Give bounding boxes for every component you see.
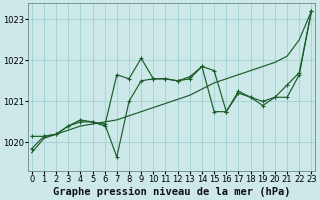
X-axis label: Graphe pression niveau de la mer (hPa): Graphe pression niveau de la mer (hPa): [53, 187, 290, 197]
